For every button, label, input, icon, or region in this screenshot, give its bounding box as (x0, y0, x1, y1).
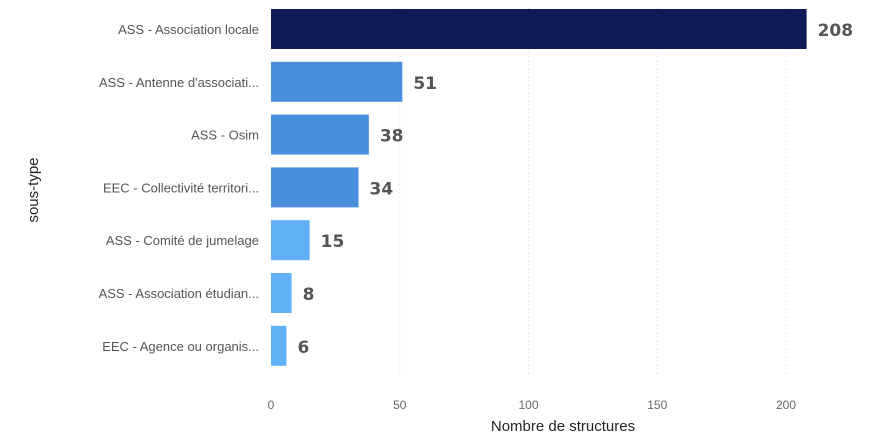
bar[interactable] (271, 114, 369, 155)
data-label: 6 (297, 338, 309, 358)
x-tick-label: 150 (647, 398, 667, 412)
category-labels: ASS - Association locale ASS - Antenne d'… (99, 22, 259, 354)
gridlines (399, 8, 787, 374)
data-label: 34 (370, 179, 394, 199)
data-label: 15 (321, 232, 345, 252)
data-labels: 208 51 38 34 15 8 6 (297, 21, 853, 358)
category-label: ASS - Comité de jumelage (106, 233, 259, 248)
category-label: ASS - Association locale (118, 22, 259, 37)
x-tick-label: 50 (393, 398, 407, 412)
category-label: EEC - Collectivité territori... (103, 180, 259, 195)
x-tick-labels: 0 50 100 150 200 (268, 398, 797, 412)
x-tick-label: 100 (518, 398, 538, 412)
data-label: 208 (818, 21, 854, 41)
data-label: 38 (380, 127, 404, 147)
category-label: ASS - Association étudian... (99, 286, 259, 301)
category-label: ASS - Osim (191, 128, 259, 143)
y-axis-title: sous-type (25, 157, 42, 222)
bar[interactable] (271, 220, 310, 261)
x-tick-label: 200 (776, 398, 796, 412)
bar[interactable] (271, 273, 292, 313)
category-label: EEC - Agence ou organis... (102, 339, 259, 354)
bar[interactable] (271, 61, 403, 102)
category-label: ASS - Antenne d'associati... (99, 75, 259, 90)
x-tick-label: 0 (268, 398, 275, 412)
bar[interactable] (271, 325, 287, 366)
bars (271, 9, 807, 366)
data-label: 51 (413, 74, 437, 94)
bar[interactable] (271, 167, 359, 208)
data-label: 8 (303, 285, 315, 305)
x-axis-title: Nombre de structures (491, 418, 635, 435)
bar[interactable] (271, 9, 807, 49)
